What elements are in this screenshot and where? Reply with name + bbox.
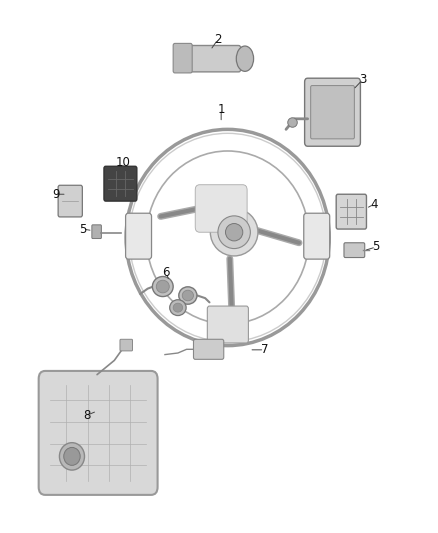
FancyBboxPatch shape — [186, 45, 241, 72]
FancyBboxPatch shape — [58, 185, 82, 217]
FancyBboxPatch shape — [104, 166, 137, 201]
FancyBboxPatch shape — [336, 194, 367, 229]
FancyBboxPatch shape — [207, 306, 248, 343]
Text: 10: 10 — [116, 156, 131, 169]
Ellipse shape — [218, 216, 251, 248]
Text: 9: 9 — [52, 188, 59, 201]
FancyBboxPatch shape — [173, 43, 192, 73]
Text: 6: 6 — [162, 266, 170, 279]
Ellipse shape — [60, 443, 85, 470]
FancyBboxPatch shape — [195, 185, 247, 232]
Ellipse shape — [182, 290, 194, 301]
Ellipse shape — [210, 208, 258, 256]
Ellipse shape — [152, 277, 173, 296]
Text: 8: 8 — [83, 409, 91, 422]
Ellipse shape — [64, 447, 80, 465]
Text: 4: 4 — [370, 198, 378, 211]
FancyBboxPatch shape — [311, 86, 354, 139]
Ellipse shape — [288, 118, 297, 127]
Ellipse shape — [173, 303, 183, 312]
Ellipse shape — [156, 280, 169, 293]
Ellipse shape — [170, 300, 186, 316]
FancyBboxPatch shape — [39, 371, 158, 495]
FancyBboxPatch shape — [304, 213, 330, 259]
Ellipse shape — [236, 46, 254, 71]
Text: 5: 5 — [372, 240, 380, 254]
Ellipse shape — [226, 223, 243, 241]
Text: 5: 5 — [79, 223, 86, 236]
FancyBboxPatch shape — [126, 213, 152, 259]
FancyBboxPatch shape — [92, 225, 101, 239]
Text: 3: 3 — [359, 73, 366, 86]
Ellipse shape — [179, 287, 197, 304]
Text: 1: 1 — [217, 103, 225, 116]
FancyBboxPatch shape — [304, 78, 360, 146]
Text: 2: 2 — [214, 33, 222, 46]
FancyBboxPatch shape — [344, 243, 365, 257]
FancyBboxPatch shape — [194, 340, 224, 359]
Text: 7: 7 — [261, 343, 268, 357]
FancyBboxPatch shape — [120, 340, 133, 351]
